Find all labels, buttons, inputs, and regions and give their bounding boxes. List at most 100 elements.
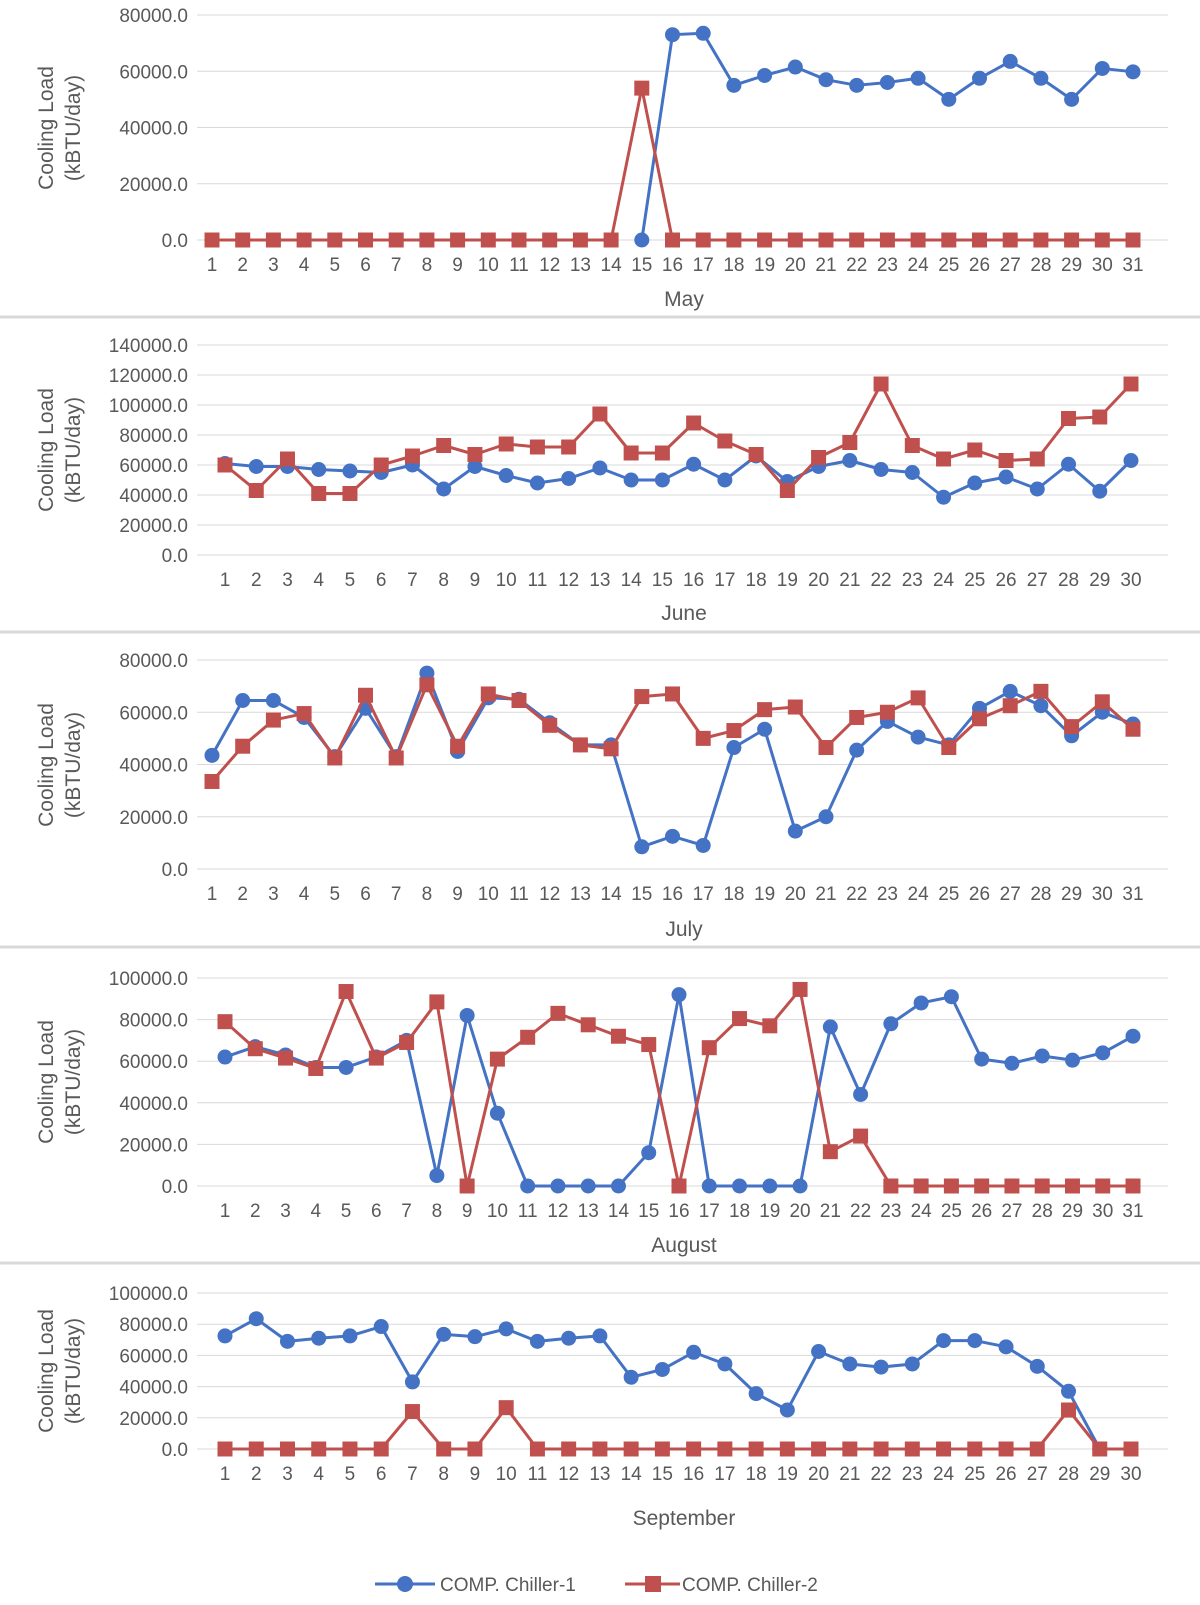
- x-tick-label: 10: [496, 570, 517, 591]
- data-point-chiller-2: [542, 232, 558, 248]
- data-point-chiller-1: [489, 1105, 505, 1121]
- data-point-chiller-2: [480, 232, 496, 248]
- data-point-chiller-2: [1094, 232, 1110, 248]
- data-point-chiller-2: [1002, 698, 1018, 714]
- x-tick-label: 24: [908, 255, 930, 276]
- x-axis-title: July: [665, 918, 703, 941]
- data-point-chiller-2: [641, 1037, 657, 1053]
- data-point-chiller-1: [529, 1333, 545, 1349]
- data-point-chiller-1: [936, 489, 952, 505]
- data-point-chiller-2: [542, 717, 558, 733]
- x-tick-label: 19: [777, 570, 798, 591]
- x-tick-label: 24: [933, 570, 955, 591]
- x-tick-label: 11: [528, 1464, 548, 1485]
- x-tick-label: 15: [631, 884, 652, 905]
- x-tick-label: 26: [995, 570, 1016, 591]
- data-point-chiller-1: [883, 1016, 899, 1032]
- data-point-chiller-1: [695, 25, 711, 41]
- data-point-chiller-2: [941, 740, 957, 756]
- data-point-chiller-1: [818, 72, 834, 88]
- data-point-chiller-2: [913, 1178, 929, 1194]
- x-tick-label: 6: [360, 255, 371, 276]
- data-point-chiller-2: [883, 1178, 899, 1194]
- x-tick-label: 6: [360, 884, 371, 905]
- y-tick-label: 20000.0: [119, 1409, 188, 1430]
- x-tick-label: 2: [251, 570, 262, 591]
- x-tick-label: 2: [237, 255, 248, 276]
- x-tick-label: 7: [401, 1201, 412, 1222]
- x-tick-label: 3: [268, 884, 279, 905]
- data-point-chiller-2: [1125, 1178, 1141, 1194]
- data-point-chiller-2: [265, 232, 281, 248]
- x-tick-label: 29: [1061, 255, 1082, 276]
- data-point-chiller-2: [592, 406, 608, 422]
- data-point-chiller-2: [419, 677, 435, 693]
- x-tick-label: 17: [693, 884, 714, 905]
- x-tick-label: 23: [877, 884, 898, 905]
- data-point-chiller-2: [342, 486, 358, 501]
- data-point-chiller-1: [732, 1178, 748, 1194]
- x-tick-label: 26: [969, 884, 990, 905]
- x-tick-label: 29: [1062, 1201, 1083, 1222]
- x-axis-title: August: [651, 1234, 717, 1257]
- x-tick-label: 6: [376, 570, 387, 591]
- data-point-chiller-2: [429, 994, 445, 1010]
- x-tick-label: 9: [470, 1464, 481, 1485]
- data-point-chiller-1: [842, 1356, 858, 1372]
- data-point-chiller-2: [634, 689, 650, 705]
- x-tick-label: 30: [1120, 1464, 1141, 1485]
- data-point-chiller-2: [879, 232, 895, 248]
- y-tick-label: 0.0: [162, 860, 188, 881]
- data-point-chiller-1: [879, 75, 895, 90]
- x-tick-label: 20: [808, 570, 829, 591]
- x-tick-label: 20: [785, 255, 806, 276]
- data-point-chiller-1: [467, 459, 483, 474]
- data-point-chiller-2: [623, 445, 639, 461]
- data-point-chiller-2: [792, 981, 808, 997]
- x-tick-label: 28: [1030, 255, 1051, 276]
- data-point-chiller-1: [910, 729, 926, 745]
- data-point-chiller-2: [279, 1441, 295, 1457]
- data-point-chiller-1: [592, 460, 608, 476]
- data-point-chiller-2: [572, 737, 588, 753]
- x-tick-label: 12: [558, 570, 579, 591]
- y-tick-label: 20000.0: [119, 175, 188, 196]
- data-point-chiller-2: [561, 1441, 577, 1457]
- data-point-chiller-2: [217, 1441, 233, 1457]
- x-tick-label: 22: [870, 570, 891, 591]
- data-point-chiller-2: [967, 442, 983, 458]
- data-point-chiller-2: [1125, 721, 1141, 737]
- data-point-chiller-1: [757, 721, 773, 737]
- x-tick-label: 20: [789, 1201, 810, 1222]
- x-tick-label: 10: [478, 884, 499, 905]
- x-tick-label: 9: [452, 255, 463, 276]
- data-point-chiller-2: [811, 450, 827, 465]
- y-tick-label: 0.0: [162, 546, 188, 567]
- x-tick-label: 9: [470, 570, 481, 591]
- x-tick-label: 30: [1092, 1201, 1113, 1222]
- x-tick-label: 29: [1061, 884, 1082, 905]
- data-point-chiller-2: [399, 1034, 415, 1050]
- data-point-chiller-1: [822, 1019, 838, 1035]
- y-tick-label: 0.0: [162, 1440, 188, 1461]
- data-point-chiller-1: [1061, 456, 1077, 472]
- data-point-chiller-2: [904, 1441, 920, 1457]
- x-tick-label: 28: [1030, 884, 1051, 905]
- data-point-chiller-1: [686, 1344, 702, 1360]
- x-tick-label: 17: [693, 255, 714, 276]
- x-tick-label: 16: [668, 1201, 689, 1222]
- x-tick-label: 11: [518, 1201, 538, 1222]
- data-point-chiller-2: [757, 702, 773, 718]
- legend-marker-chiller-2: [645, 1576, 661, 1592]
- data-point-chiller-2: [654, 1441, 670, 1457]
- data-point-chiller-1: [1095, 1045, 1111, 1061]
- x-tick-label: 14: [608, 1201, 630, 1222]
- x-tick-label: 5: [345, 570, 356, 591]
- data-point-chiller-2: [787, 699, 803, 715]
- data-point-chiller-2: [1094, 694, 1110, 710]
- data-point-chiller-1: [1125, 64, 1141, 80]
- x-tick-label: 19: [754, 884, 775, 905]
- data-point-chiller-2: [529, 1441, 545, 1457]
- y-axis-title-line-2: (kBTU/day): [62, 712, 85, 818]
- x-tick-label: 14: [621, 1464, 643, 1485]
